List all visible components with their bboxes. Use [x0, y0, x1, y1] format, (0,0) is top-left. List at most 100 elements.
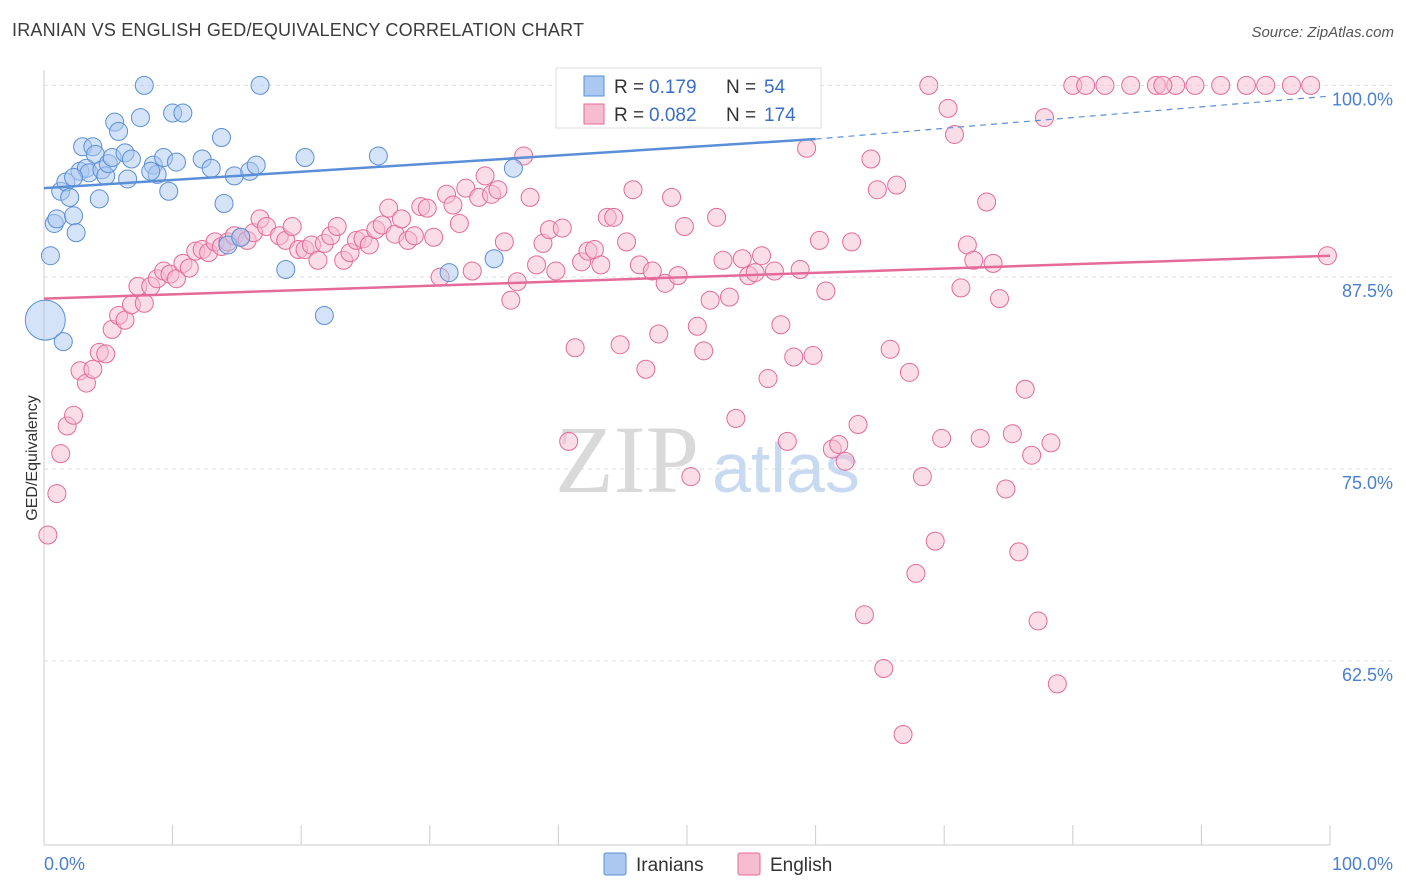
- english-point: [977, 192, 997, 212]
- english-point: [134, 293, 154, 313]
- y-tick-labels: 100.0% 87.5% 75.0% 62.5%: [1332, 89, 1393, 684]
- english-point: [784, 347, 804, 367]
- english-point: [989, 289, 1009, 309]
- english-series-label: English: [770, 855, 832, 876]
- iranians-point: [166, 152, 186, 172]
- source-label: Source: ZipAtlas.com: [1251, 24, 1394, 41]
- iranians-point: [250, 75, 270, 95]
- english-point: [700, 290, 720, 310]
- iranians-point: [141, 161, 161, 181]
- english-point: [938, 98, 958, 118]
- legend-r-value: 0.179: [649, 77, 697, 98]
- iranians-point: [89, 189, 109, 209]
- english-point: [790, 260, 810, 280]
- english-point: [308, 250, 328, 270]
- english-point: [996, 479, 1016, 499]
- english-point: [327, 217, 347, 237]
- iranians-point: [231, 227, 251, 247]
- iranians-point: [60, 187, 80, 207]
- english-point: [835, 451, 855, 471]
- english-point: [443, 195, 463, 215]
- english-point: [1121, 75, 1141, 95]
- iranians-point: [118, 169, 138, 189]
- iranians-point: [24, 299, 66, 341]
- english-point: [424, 227, 444, 247]
- english-point: [1002, 424, 1022, 444]
- english-point: [64, 405, 84, 425]
- y-tick-label: 100.0%: [1332, 89, 1393, 109]
- english-point: [379, 198, 399, 218]
- english-point: [970, 428, 990, 448]
- english-point: [944, 124, 964, 144]
- iranian-points: [24, 75, 523, 352]
- iranians-point: [66, 223, 86, 243]
- english-point: [488, 180, 508, 200]
- iranians-point: [64, 167, 84, 187]
- english-point: [764, 261, 784, 281]
- english-point: [668, 266, 688, 286]
- iranians-point: [134, 75, 154, 95]
- trend-lines: [43, 95, 1331, 300]
- english-point: [1022, 445, 1042, 465]
- iranians-point: [314, 306, 334, 326]
- english-point: [527, 255, 547, 275]
- iranians-point: [64, 206, 84, 226]
- english-point: [1153, 75, 1173, 95]
- english-legend-swatch: [583, 103, 605, 125]
- english-point: [649, 324, 669, 344]
- legend-n-label: N =: [726, 105, 756, 126]
- iranians-point: [503, 158, 523, 178]
- iranians-point: [211, 128, 231, 148]
- iranians-point: [109, 121, 129, 141]
- english-point: [642, 261, 662, 281]
- english-point: [893, 725, 913, 745]
- english-point: [417, 198, 437, 218]
- english-point: [687, 316, 707, 336]
- english-point: [842, 232, 862, 252]
- english-point: [1009, 542, 1029, 562]
- english-point: [694, 341, 714, 361]
- english-trend-line: [43, 254, 1331, 300]
- english-point: [552, 218, 572, 238]
- iranians-point: [121, 149, 141, 169]
- english-point: [874, 659, 894, 679]
- x-tick-label-min: 0.0%: [44, 854, 85, 874]
- english-point: [771, 315, 791, 335]
- english-point: [1095, 75, 1115, 95]
- y-tick-label: 87.5%: [1342, 281, 1393, 301]
- iranians-point: [295, 147, 315, 167]
- english-point: [372, 215, 392, 235]
- iranians-point: [276, 260, 296, 280]
- legend-r-value: 0.082: [649, 105, 697, 126]
- english-point: [179, 258, 199, 278]
- iranians-point: [484, 249, 504, 269]
- english-point: [38, 525, 58, 545]
- english-point: [932, 428, 952, 448]
- iranians-trend-extension: [815, 95, 1331, 140]
- english-point: [456, 178, 476, 198]
- english-point: [1185, 75, 1205, 95]
- english-point: [610, 335, 630, 355]
- english-point: [449, 213, 469, 233]
- iranians-point: [368, 146, 388, 166]
- english-point: [681, 467, 701, 487]
- english-point: [51, 444, 71, 464]
- english-point: [803, 345, 823, 365]
- y-tick-label: 75.0%: [1342, 473, 1393, 493]
- iranians-series-label: Iranians: [636, 855, 704, 876]
- english-point: [392, 209, 412, 229]
- english-point: [809, 230, 829, 250]
- english-point: [565, 338, 585, 358]
- x-tick-labels: 0.0% 100.0%: [44, 854, 1393, 874]
- y-axis-label: GED/Equivalency: [24, 395, 41, 520]
- english-point: [1281, 75, 1301, 95]
- english-point: [1028, 611, 1048, 631]
- english-point: [1076, 75, 1096, 95]
- english-point: [475, 166, 495, 186]
- english-point: [604, 207, 624, 227]
- iranians-point: [53, 332, 73, 352]
- legend-n-value: 174: [764, 105, 796, 126]
- iranians-point: [201, 158, 221, 178]
- english-point: [912, 467, 932, 487]
